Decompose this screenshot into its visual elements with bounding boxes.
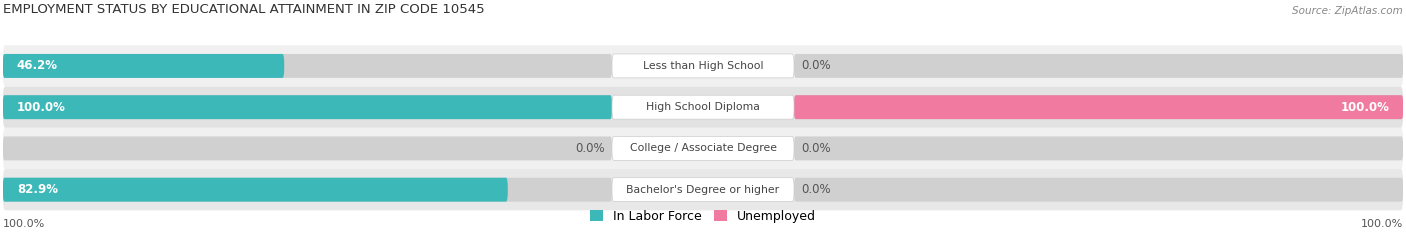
FancyBboxPatch shape bbox=[794, 54, 1403, 78]
Text: High School Diploma: High School Diploma bbox=[647, 102, 759, 112]
FancyBboxPatch shape bbox=[3, 95, 612, 119]
Text: 46.2%: 46.2% bbox=[17, 59, 58, 72]
Text: Less than High School: Less than High School bbox=[643, 61, 763, 71]
Text: 100.0%: 100.0% bbox=[1361, 219, 1403, 229]
FancyBboxPatch shape bbox=[794, 137, 1403, 160]
FancyBboxPatch shape bbox=[794, 95, 1403, 119]
FancyBboxPatch shape bbox=[3, 128, 1403, 169]
FancyBboxPatch shape bbox=[3, 86, 1403, 128]
Text: EMPLOYMENT STATUS BY EDUCATIONAL ATTAINMENT IN ZIP CODE 10545: EMPLOYMENT STATUS BY EDUCATIONAL ATTAINM… bbox=[3, 3, 485, 16]
FancyBboxPatch shape bbox=[3, 178, 508, 202]
FancyBboxPatch shape bbox=[3, 95, 612, 119]
Legend: In Labor Force, Unemployed: In Labor Force, Unemployed bbox=[591, 210, 815, 223]
Text: College / Associate Degree: College / Associate Degree bbox=[630, 144, 776, 154]
Text: 0.0%: 0.0% bbox=[801, 142, 831, 155]
FancyBboxPatch shape bbox=[3, 137, 612, 160]
Text: 0.0%: 0.0% bbox=[801, 183, 831, 196]
FancyBboxPatch shape bbox=[3, 54, 284, 78]
FancyBboxPatch shape bbox=[3, 178, 612, 202]
FancyBboxPatch shape bbox=[3, 45, 1403, 86]
FancyBboxPatch shape bbox=[612, 178, 794, 202]
Text: 100.0%: 100.0% bbox=[17, 101, 66, 114]
Text: Source: ZipAtlas.com: Source: ZipAtlas.com bbox=[1292, 7, 1403, 16]
Text: 0.0%: 0.0% bbox=[575, 142, 605, 155]
FancyBboxPatch shape bbox=[612, 54, 794, 78]
Text: 0.0%: 0.0% bbox=[801, 59, 831, 72]
FancyBboxPatch shape bbox=[794, 178, 1403, 202]
FancyBboxPatch shape bbox=[3, 54, 612, 78]
FancyBboxPatch shape bbox=[794, 95, 1403, 119]
Text: Bachelor's Degree or higher: Bachelor's Degree or higher bbox=[627, 185, 779, 195]
FancyBboxPatch shape bbox=[3, 169, 1403, 210]
Text: 100.0%: 100.0% bbox=[3, 219, 45, 229]
Text: 82.9%: 82.9% bbox=[17, 183, 58, 196]
Text: 100.0%: 100.0% bbox=[1340, 101, 1389, 114]
FancyBboxPatch shape bbox=[612, 137, 794, 160]
FancyBboxPatch shape bbox=[612, 95, 794, 119]
